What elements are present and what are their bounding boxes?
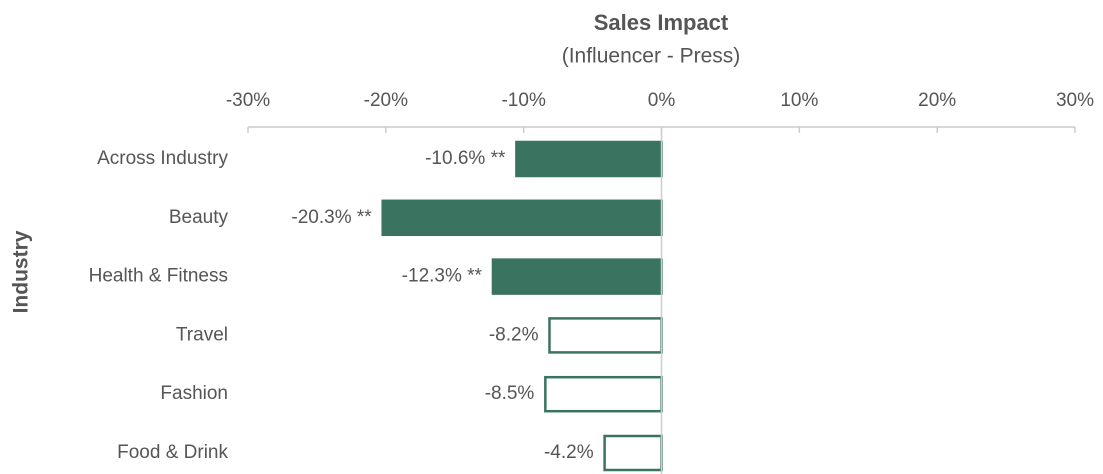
bar bbox=[515, 140, 663, 178]
y-tick-label: Beauty bbox=[169, 207, 229, 228]
y-tick-label: Food & Drink bbox=[117, 442, 228, 463]
x-tick-label: 30% bbox=[1056, 90, 1094, 111]
y-tick-label: Fashion bbox=[160, 383, 228, 404]
x-tick-label: 20% bbox=[918, 90, 956, 111]
x-tick-label: -10% bbox=[501, 90, 545, 111]
y-tick-label: Across Industry bbox=[97, 148, 228, 169]
bar bbox=[381, 199, 663, 237]
y-axis-label: Industry bbox=[10, 230, 33, 313]
x-tick-label: -30% bbox=[226, 90, 270, 111]
chart-subtitle: (Influencer - Press) bbox=[562, 45, 741, 68]
data-label: -10.6% ** bbox=[425, 148, 506, 169]
data-label: -20.3% ** bbox=[291, 207, 372, 228]
data-label: -12.3% ** bbox=[402, 266, 483, 287]
data-label: -4.2% bbox=[544, 442, 594, 463]
y-tick-label: Health & Fitness bbox=[89, 266, 228, 287]
x-tick-label: 0% bbox=[648, 90, 676, 111]
bar bbox=[491, 258, 663, 295]
data-label: -8.2% bbox=[489, 324, 539, 345]
bar bbox=[544, 375, 663, 413]
x-tick-label: 10% bbox=[780, 90, 818, 111]
chart-title: Sales Impact bbox=[594, 10, 729, 35]
x-tick-label: -20% bbox=[364, 90, 408, 111]
y-tick-label: Travel bbox=[176, 324, 228, 345]
bar bbox=[548, 317, 663, 354]
data-label: -8.5% bbox=[485, 383, 535, 404]
bar bbox=[603, 434, 663, 472]
